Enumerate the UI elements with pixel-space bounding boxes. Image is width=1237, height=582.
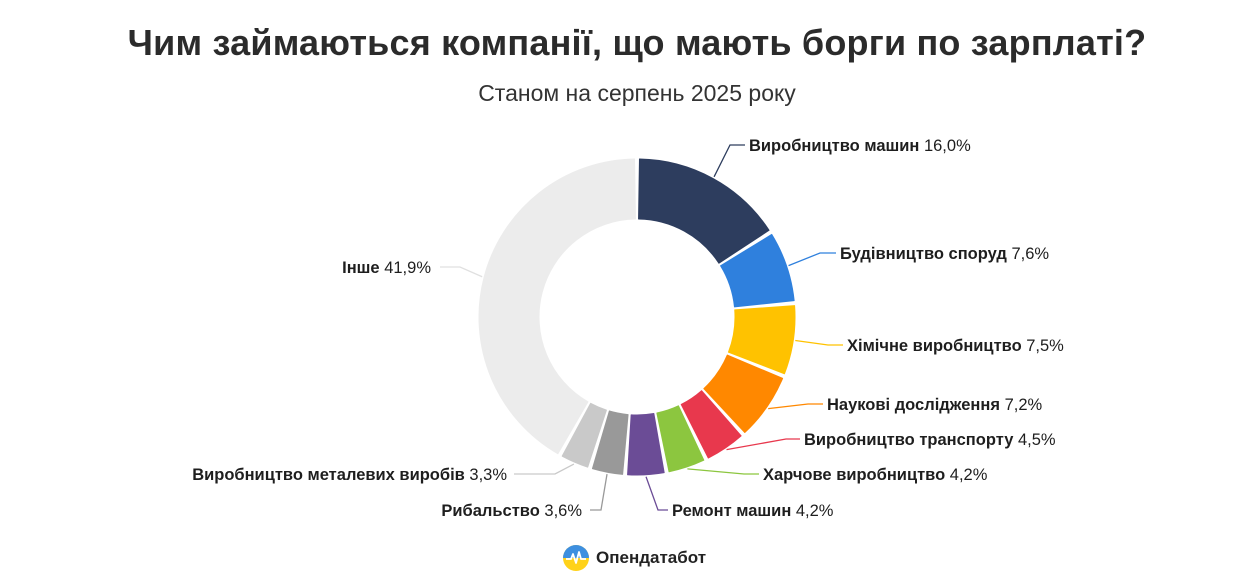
slice-6 xyxy=(656,405,705,473)
slice-9 xyxy=(561,402,607,468)
slice-label-value: 41,9% xyxy=(384,259,431,277)
slice-label-name: Виробництво машин xyxy=(749,137,924,155)
slice-label-name: Хімічне виробництво xyxy=(847,337,1026,355)
chart-title: Чим займаються компанії, що мають борги … xyxy=(127,22,1147,63)
slice-label-3: Хімічне виробництво 7,5% xyxy=(847,337,1064,355)
slice-label-9: Виробництво металевих виробів 3,3% xyxy=(192,466,507,484)
leader-line-2 xyxy=(788,252,836,267)
slice-label-6: Харчове виробництво 4,2% xyxy=(763,466,988,484)
slice-7 xyxy=(627,413,665,476)
slice-10 xyxy=(478,158,636,455)
leader-line-8 xyxy=(590,474,608,511)
leader-line-4 xyxy=(768,403,823,410)
slice-label-10: Інше 41,9% xyxy=(342,259,431,277)
slice-8 xyxy=(591,410,629,475)
slice-5 xyxy=(680,390,742,459)
slice-label-name: Будівництво споруд xyxy=(840,245,1011,263)
slice-label-name: Ремонт машин xyxy=(672,502,796,520)
slice-4 xyxy=(703,354,784,434)
slice-label-value: 16,0% xyxy=(924,137,971,155)
slice-2 xyxy=(720,233,795,308)
brand: Опендатабот xyxy=(562,544,706,572)
leader-line-6 xyxy=(687,468,759,475)
opendatabot-logo-icon xyxy=(563,545,589,571)
leader-line-10 xyxy=(440,266,483,278)
slice-label-value: 4,2% xyxy=(950,466,988,484)
slice-label-name: Інше xyxy=(342,259,384,277)
slice-label-value: 7,5% xyxy=(1026,337,1064,355)
slice-label-5: Виробництво транспорту 4,5% xyxy=(804,431,1056,449)
chart-subtitle: Станом на серпень 2025 року xyxy=(478,80,796,106)
slice-label-value: 3,6% xyxy=(544,502,582,520)
leader-line-5 xyxy=(726,438,800,451)
leader-line-7 xyxy=(645,476,668,511)
slice-label-value: 4,2% xyxy=(796,502,834,520)
slice-label-value: 7,6% xyxy=(1011,245,1049,263)
leader-line-1 xyxy=(713,144,745,178)
slice-label-name: Виробництво металевих виробів xyxy=(192,466,469,484)
slice-label-value: 3,3% xyxy=(469,466,507,484)
leader-line-9 xyxy=(514,463,575,475)
brand-name: Опендатабот xyxy=(596,548,707,567)
slice-label-name: Харчове виробництво xyxy=(763,466,950,484)
slice-label-name: Наукові дослідження xyxy=(827,396,1005,414)
slice-label-2: Будівництво споруд 7,6% xyxy=(840,245,1049,263)
leader-line-3 xyxy=(795,339,843,346)
slice-label-1: Виробництво машин 16,0% xyxy=(749,137,971,155)
slice-label-value: 7,2% xyxy=(1005,396,1043,414)
slice-label-4: Наукові дослідження 7,2% xyxy=(827,396,1042,414)
slice-1 xyxy=(638,158,770,264)
slice-label-name: Виробництво транспорту xyxy=(804,431,1018,449)
slice-label-7: Ремонт машин 4,2% xyxy=(672,502,834,520)
slice-label-value: 4,5% xyxy=(1018,431,1056,449)
slice-label-8: Рибальство 3,6% xyxy=(441,502,582,520)
slice-3 xyxy=(727,305,796,375)
slice-label-name: Рибальство xyxy=(441,502,544,520)
